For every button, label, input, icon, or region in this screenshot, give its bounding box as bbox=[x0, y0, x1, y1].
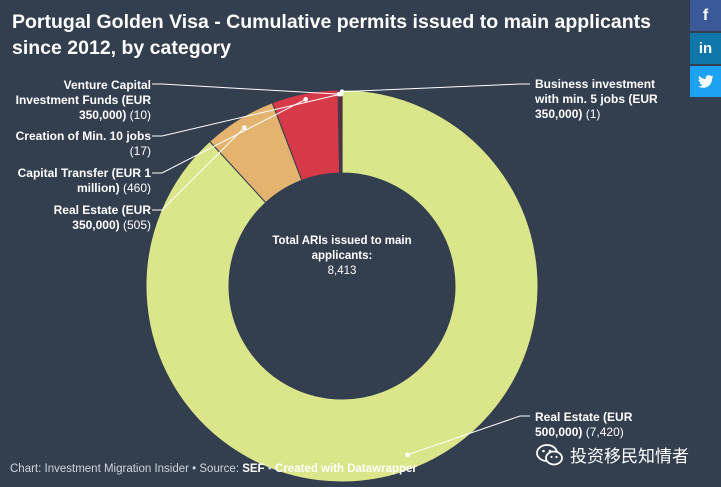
donut-slice[interactable] bbox=[339, 89, 343, 174]
label-name: Real Estate (EUR 350,000) bbox=[53, 203, 151, 232]
footer-source[interactable]: SEF bbox=[242, 463, 265, 475]
label-value: (7,420) bbox=[585, 425, 624, 439]
label-value: (10) bbox=[129, 108, 151, 122]
footer-prefix: Chart: Investment Migration Insider • So… bbox=[10, 463, 243, 475]
slice-label-venture-capital: Venture Capital Investment Funds (EUR 35… bbox=[1, 78, 151, 123]
slice-label-creation-jobs: Creation of Min. 10 jobs (17) bbox=[11, 129, 151, 159]
label-name: Capital Transfer (EUR 1 million) bbox=[17, 166, 151, 195]
label-name: Venture Capital Investment Funds (EUR 35… bbox=[15, 78, 151, 122]
label-name: Business investment with min. 5 jobs (EU… bbox=[535, 77, 658, 121]
leader-line bbox=[152, 98, 306, 174]
leader-line bbox=[152, 83, 339, 95]
label-value: (17) bbox=[129, 144, 151, 158]
center-value: 8,413 bbox=[327, 265, 357, 277]
chart-footer: Chart: Investment Migration Insider • So… bbox=[10, 463, 417, 475]
wechat-icon bbox=[536, 443, 563, 465]
slice-label-capital-transfer: Capital Transfer (EUR 1 million) (460) bbox=[6, 166, 151, 196]
footer-separator: • bbox=[264, 463, 276, 475]
leader-dot bbox=[242, 125, 247, 130]
label-value: (460) bbox=[122, 181, 151, 195]
facebook-icon[interactable]: f bbox=[690, 0, 721, 31]
leader-dot bbox=[405, 452, 410, 458]
label-name: Creation of Min. 10 jobs bbox=[15, 129, 151, 143]
leader-dot bbox=[303, 97, 309, 102]
footer-credit[interactable]: Created with Datawrapper bbox=[275, 463, 417, 475]
leader-line bbox=[152, 93, 341, 137]
leader-dot bbox=[339, 89, 345, 94]
center-title: Total ARIs issued to main applicants: bbox=[272, 235, 412, 262]
leader-line bbox=[342, 83, 530, 93]
linkedin-icon[interactable]: in bbox=[690, 33, 721, 64]
slice-label-real-estate-350: Real Estate (EUR 350,000) (505) bbox=[6, 203, 151, 233]
slice-label-business-investment: Business investment with min. 5 jobs (EU… bbox=[535, 77, 675, 122]
donut-slice[interactable] bbox=[145, 89, 539, 483]
wechat-watermark: 投资移民知情者 bbox=[536, 442, 689, 467]
leader-line bbox=[407, 415, 530, 456]
twitter-icon[interactable] bbox=[690, 66, 721, 97]
donut-center-label: Total ARIs issued to main applicants: 8,… bbox=[262, 234, 422, 279]
label-value: (1) bbox=[585, 107, 601, 121]
social-share-bar: f in bbox=[690, 0, 721, 99]
slice-label-real-estate-500: Real Estate (EUR 500,000) (7,420) bbox=[535, 410, 665, 440]
label-value: (505) bbox=[122, 218, 151, 232]
chart-title: Portugal Golden Visa - Cumulative permit… bbox=[12, 11, 651, 59]
label-name: Real Estate (EUR 500,000) bbox=[535, 410, 633, 439]
leader-line bbox=[152, 127, 245, 211]
watermark-text: 投资移民知情者 bbox=[570, 447, 689, 466]
